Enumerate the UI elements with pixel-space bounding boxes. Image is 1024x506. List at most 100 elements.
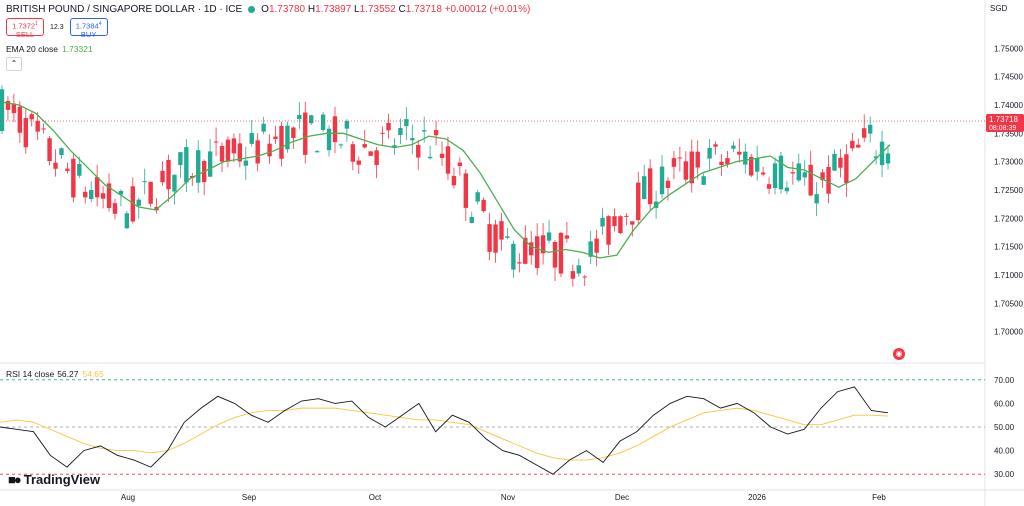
- candle: [344, 118, 350, 142]
- candle: [576, 258, 581, 277]
- candle: [404, 107, 409, 141]
- collapse-chevron-icon[interactable]: ⌃: [6, 57, 22, 71]
- rsi-value: 56.27: [57, 369, 79, 379]
- candle-body: [802, 172, 807, 178]
- candle-body: [35, 121, 40, 132]
- rsi-label: RSI 14 close: [6, 369, 55, 379]
- candle-body: [41, 128, 46, 130]
- symbol-title[interactable]: BRITISH POUND / SINGAPORE DOLLAR · 1D · …: [6, 4, 243, 15]
- candle-body: [398, 127, 403, 135]
- candle: [445, 136, 451, 180]
- candle: [588, 231, 593, 265]
- candle: [760, 166, 766, 177]
- candle: [885, 144, 891, 170]
- sell-button[interactable]: 1.73721 SELL: [6, 18, 44, 38]
- candle-body: [118, 190, 124, 195]
- buy-button[interactable]: 1.73844 BUY: [69, 18, 108, 38]
- candle-body: [713, 144, 718, 147]
- candle-body: [796, 163, 802, 181]
- candle-body: [826, 166, 831, 194]
- ema-legend[interactable]: EMA 20 close 1.73321: [6, 44, 93, 54]
- market-status-dot: [248, 6, 256, 13]
- candle: [291, 126, 296, 149]
- candle-body: [136, 199, 141, 206]
- candle: [778, 151, 784, 194]
- candle-body: [832, 153, 837, 171]
- candle: [231, 133, 237, 163]
- candle-body: [421, 130, 427, 132]
- candle: [713, 141, 718, 155]
- candle-body: [166, 159, 171, 190]
- candle-body: [433, 130, 439, 136]
- candle-body: [243, 160, 248, 166]
- candle-body: [594, 238, 599, 253]
- candle-body: [665, 180, 671, 188]
- candle: [184, 139, 189, 193]
- candle-body: [100, 193, 106, 199]
- candle: [77, 156, 82, 179]
- candle: [582, 275, 587, 286]
- alert-icon[interactable]: ◉: [893, 348, 905, 360]
- candle-body: [148, 181, 153, 204]
- candle-body: [517, 262, 522, 264]
- tradingview-logo-icon: ■●: [8, 472, 22, 487]
- candle: [469, 211, 474, 224]
- candle-body: [463, 173, 469, 208]
- candle-body: [743, 151, 748, 165]
- candle: [552, 240, 558, 282]
- candle: [873, 150, 879, 165]
- candle: [517, 253, 522, 273]
- candle-body: [754, 158, 760, 172]
- candle: [731, 141, 736, 153]
- candle-body: [701, 176, 706, 185]
- candle: [148, 181, 153, 208]
- rsi-legend[interactable]: RSI 14 close 56.27 54.65: [6, 369, 104, 379]
- price-tick-label: 1.71000: [994, 271, 1023, 280]
- candle-body: [332, 116, 338, 143]
- candle: [213, 127, 219, 157]
- candle: [5, 96, 11, 121]
- candle: [356, 156, 361, 174]
- time-tick-label: 2026: [748, 493, 766, 502]
- candle: [88, 181, 94, 203]
- candle-body: [112, 203, 118, 214]
- candle: [540, 223, 546, 265]
- candle-body: [451, 175, 457, 186]
- currency-label[interactable]: SGD: [990, 4, 1008, 13]
- candle-body: [5, 100, 11, 110]
- candle: [475, 189, 480, 205]
- candle-body: [374, 150, 379, 165]
- candle: [606, 215, 611, 256]
- candle: [457, 157, 463, 176]
- candle: [362, 129, 367, 149]
- candle-body: [683, 161, 689, 180]
- candle-body: [731, 145, 736, 149]
- ema-line: [1, 101, 891, 259]
- candle: [749, 154, 754, 178]
- candle-body: [481, 199, 486, 212]
- candle-body: [326, 128, 332, 151]
- candle: [707, 139, 712, 171]
- open-value: 1.73780: [268, 4, 306, 15]
- candle-body: [53, 162, 58, 169]
- candle: [505, 227, 510, 240]
- candle: [463, 169, 469, 221]
- rsi-tick-label: 50.00: [994, 423, 1015, 432]
- candle-body: [83, 191, 88, 198]
- candle: [600, 207, 605, 236]
- candle-body: [338, 144, 344, 146]
- candle: [439, 141, 445, 166]
- candle: [190, 173, 195, 186]
- candle: [124, 211, 130, 230]
- rsi-tick-label: 60.00: [994, 399, 1015, 408]
- candle-body: [356, 160, 361, 165]
- candle-body: [368, 151, 373, 156]
- rsi-line: [0, 386, 889, 475]
- candle-body: [659, 166, 665, 195]
- candle-body: [671, 158, 677, 167]
- candle: [130, 177, 136, 224]
- candle-body: [790, 172, 796, 174]
- candle-body: [297, 114, 302, 120]
- candle: [594, 229, 599, 267]
